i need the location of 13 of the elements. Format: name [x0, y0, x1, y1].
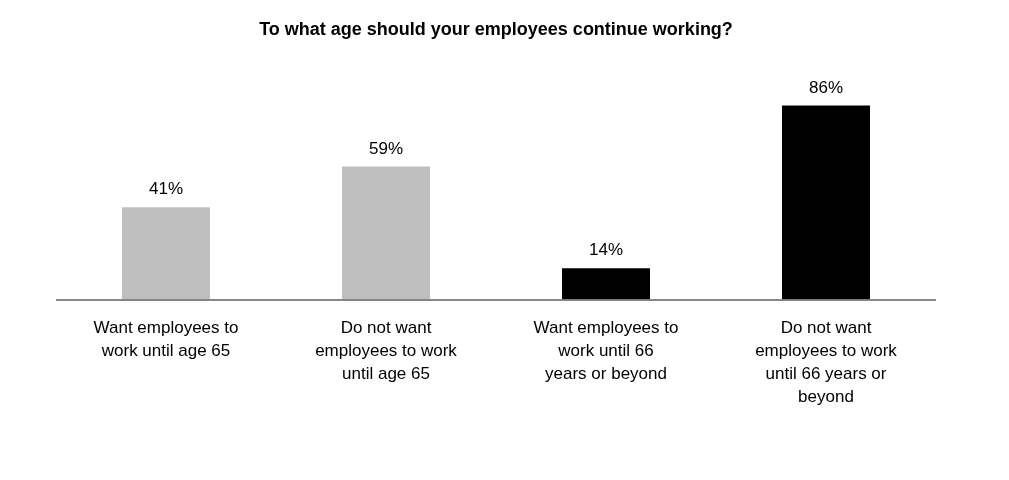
- data-label: 59%: [368, 138, 404, 158]
- bar: [562, 268, 650, 300]
- x-tick-label: Do not want employees to work until age 65: [315, 318, 458, 383]
- data-label: 86%: [808, 77, 844, 97]
- x-tick-label: Do not want employees to work until 66 years or beyond: [755, 318, 898, 406]
- data-label: 14%: [588, 240, 624, 260]
- bar: [342, 166, 430, 300]
- chart-title: To what age should your employees continue working?: [259, 18, 733, 39]
- x-tick-label: Want employees to work until 66 years or beyond: [533, 318, 679, 383]
- data-label: 41%: [148, 179, 184, 199]
- bar: [122, 207, 210, 300]
- bar: [782, 105, 870, 300]
- x-tick-label: Want employees to work until age 65: [93, 318, 239, 360]
